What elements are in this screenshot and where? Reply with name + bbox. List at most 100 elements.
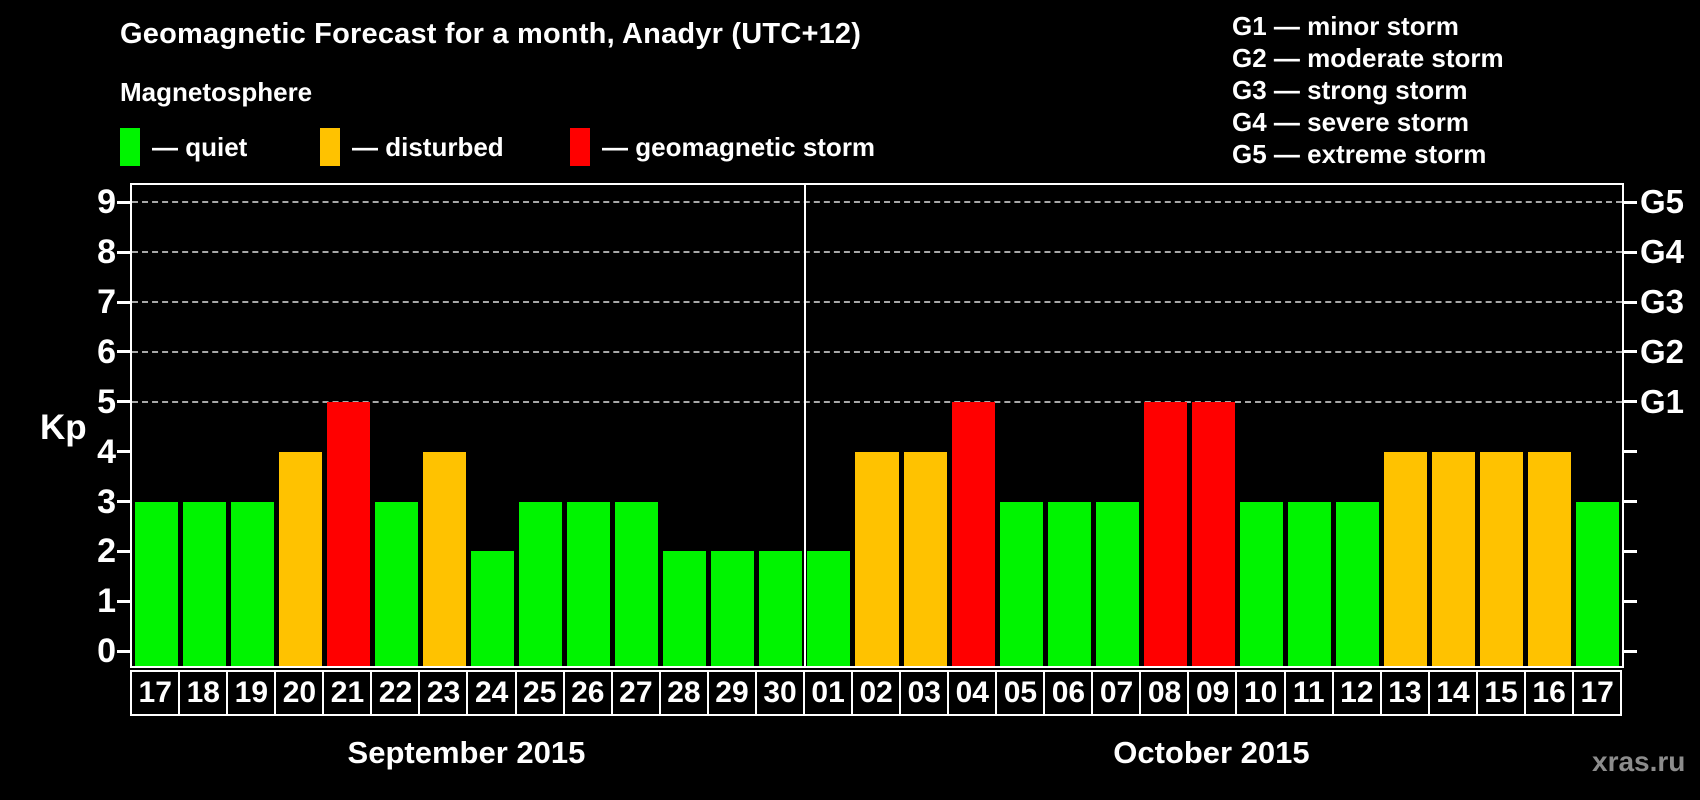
kp-bar-day-26 xyxy=(567,501,611,666)
x-axis-day-label: 11 xyxy=(1283,670,1334,716)
left-axis-tick xyxy=(117,200,130,204)
x-axis-day-label: 02 xyxy=(850,670,902,716)
quiet-color-swatch xyxy=(120,128,140,166)
right-axis-tick xyxy=(1624,400,1637,404)
kp-bar-day-02 xyxy=(855,451,899,666)
x-axis-day-label: 19 xyxy=(226,670,277,716)
x-axis-day-label: 18 xyxy=(178,670,229,716)
right-axis-tick xyxy=(1624,300,1637,304)
right-axis-tick xyxy=(1624,350,1637,354)
right-axis-tick xyxy=(1624,250,1637,254)
x-axis-day-label: 17 xyxy=(1571,670,1623,716)
kp-bar-day-28 xyxy=(663,551,707,666)
kp-bar-day-08 xyxy=(1143,401,1187,666)
gridline-kp-6 xyxy=(132,350,1622,353)
kp-bar-day-07 xyxy=(1095,501,1139,666)
left-axis-tick xyxy=(117,400,130,404)
gridline-kp-5 xyxy=(132,400,1622,403)
x-axis-day-label: 14 xyxy=(1427,670,1479,716)
kp-bar-day-17 xyxy=(134,501,178,666)
kp-bar-day-05 xyxy=(999,501,1043,666)
watermark: xras.ru xyxy=(1592,746,1686,777)
left-axis-tick xyxy=(117,549,130,553)
kp-bar-day-21 xyxy=(326,401,370,666)
page-title: Geomagnetic Forecast for a month, Anadyr… xyxy=(120,18,862,50)
month-label: September 2015 xyxy=(347,735,586,770)
kp-bar-day-06 xyxy=(1047,501,1091,666)
magnetosphere-label: Magnetosphere xyxy=(120,77,313,107)
x-axis-day-label: 24 xyxy=(466,670,517,716)
x-axis-day-label: 15 xyxy=(1475,670,1527,716)
x-axis-day-label: 06 xyxy=(1043,670,1094,716)
kp-bar-day-09 xyxy=(1191,401,1235,666)
x-axis-day-label: 09 xyxy=(1187,670,1238,716)
right-axis-tick xyxy=(1624,450,1637,454)
left-axis-tick xyxy=(117,250,130,254)
x-axis-day-label: 03 xyxy=(899,670,950,716)
legend-label-storm: — geomagnetic storm xyxy=(602,131,876,162)
left-axis-tick xyxy=(117,649,130,653)
kp-bar-day-01 xyxy=(807,551,851,666)
g-legend-item-g2: G2 — moderate storm xyxy=(1232,43,1504,73)
x-axis-day-label: 16 xyxy=(1523,670,1575,716)
left-axis-tick xyxy=(117,300,130,304)
g-axis-label-g3: G3 xyxy=(1640,283,1685,321)
left-axis-tick xyxy=(117,350,130,354)
y-axis-tick-label: 2 xyxy=(97,532,116,571)
g-axis-label-g4: G4 xyxy=(1640,233,1685,271)
x-axis-day-label: 04 xyxy=(947,670,998,716)
x-axis-day-label: 08 xyxy=(1139,670,1190,716)
legend-label-quiet: — quiet xyxy=(152,131,248,162)
y-axis-tick-label: 7 xyxy=(97,283,116,322)
x-axis-day-label: 17 xyxy=(130,670,181,716)
kp-bar-day-23 xyxy=(422,451,466,666)
gridline-kp-9 xyxy=(132,201,1622,204)
kp-bar-day-15 xyxy=(1480,451,1524,666)
x-axis-day-label: 26 xyxy=(562,670,614,716)
kp-bar-day-20 xyxy=(278,451,322,666)
kp-bar-day-27 xyxy=(615,501,659,666)
y-axis-tick-label: 0 xyxy=(97,632,116,671)
kp-bar-day-19 xyxy=(230,501,274,666)
g-legend-item-g5: G5 — extreme storm xyxy=(1232,139,1487,169)
legend-label-disturbed: — disturbed xyxy=(352,131,504,162)
kp-bar-day-25 xyxy=(519,501,563,666)
x-axis-day-label: 13 xyxy=(1379,670,1431,716)
y-axis-tick-label: 6 xyxy=(97,332,116,371)
gridline-kp-8 xyxy=(132,251,1622,254)
g-axis-label-g5: G5 xyxy=(1640,183,1685,221)
kp-bar-day-14 xyxy=(1432,451,1476,666)
left-axis-tick xyxy=(117,599,130,603)
disturbed-color-swatch xyxy=(320,128,340,166)
kp-bar-day-30 xyxy=(759,551,803,666)
right-axis-tick xyxy=(1624,599,1637,603)
kp-bar-day-29 xyxy=(711,551,755,666)
plot-area xyxy=(130,183,1624,668)
g-axis-label-g2: G2 xyxy=(1640,332,1685,370)
x-axis-day-label: 29 xyxy=(706,670,758,716)
right-axis-tick xyxy=(1624,649,1637,653)
kp-bar-day-24 xyxy=(470,551,514,666)
kp-bar-day-18 xyxy=(182,501,226,666)
right-axis-tick xyxy=(1624,549,1637,553)
x-axis-day-label: 20 xyxy=(274,670,325,716)
x-axis-day-label: 28 xyxy=(658,670,710,716)
legend-item-storm: — geomagnetic storm xyxy=(570,126,875,168)
y-axis-title: Kp xyxy=(40,408,87,447)
g-scale-legend: G1 — minor storm G2 — moderate storm G3 … xyxy=(1232,10,1504,170)
kp-bar-day-13 xyxy=(1384,451,1428,666)
y-axis-tick-label: 5 xyxy=(97,382,116,421)
gridline-kp-7 xyxy=(132,301,1622,304)
x-axis-day-label: 22 xyxy=(370,670,421,716)
kp-bar-day-03 xyxy=(903,451,947,666)
y-axis-tick-label: 1 xyxy=(97,582,116,621)
storm-color-swatch xyxy=(570,128,590,166)
right-axis-tick xyxy=(1624,500,1637,503)
kp-bar-day-11 xyxy=(1288,501,1332,666)
x-axis-day-label: 21 xyxy=(322,670,373,716)
y-axis-tick-label: 3 xyxy=(97,482,116,521)
month-label: October 2015 xyxy=(1113,735,1310,770)
x-axis-day-label: 12 xyxy=(1331,670,1383,716)
left-axis-tick xyxy=(117,500,130,503)
x-axis-day-label: 10 xyxy=(1235,670,1286,716)
